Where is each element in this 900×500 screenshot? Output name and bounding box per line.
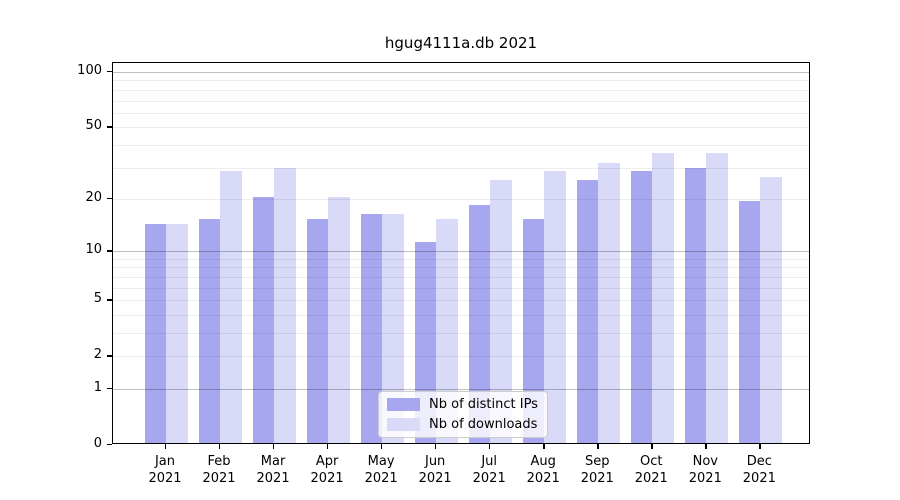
gridline-20 (113, 198, 809, 200)
legend-row-downloads: Nb of downloads (387, 417, 539, 432)
chart-title: hgug4111a.db 2021 (384, 34, 538, 52)
bar-ips-may (360, 214, 383, 443)
y-tick-mark-20 (107, 197, 112, 200)
bar-downloads-feb (220, 170, 242, 443)
x-tick-label-jun: Jun 2021 (418, 454, 452, 486)
bar-ips-apr (306, 218, 329, 443)
gridline-50 (113, 127, 809, 129)
bar-downloads-oct (652, 153, 674, 443)
gridline-10 (113, 251, 809, 253)
bar-downloads-aug (544, 170, 566, 443)
y-tick-label-100: 100 (77, 63, 102, 79)
x-tick-mark-jun (435, 444, 437, 449)
x-tick-mark-apr (327, 444, 329, 449)
gridline-6 (113, 287, 809, 289)
x-tick-label-feb: Feb 2021 (202, 454, 236, 486)
bar-downloads-jul (490, 179, 512, 443)
bar-downloads-jun (436, 218, 458, 443)
x-tick-mark-sep (597, 444, 599, 449)
x-tick-label-dec: Dec 2021 (742, 454, 776, 486)
gridline-100 (113, 72, 809, 74)
y-tick-label-5: 5 (93, 291, 102, 307)
y-tick-mark-5 (107, 299, 112, 301)
gridline-8 (113, 267, 809, 269)
bar-ips-oct (630, 170, 653, 443)
bar-downloads-sep (598, 162, 620, 443)
x-tick-mark-jan (165, 444, 167, 449)
x-tick-label-jul: Jul 2021 (472, 454, 506, 486)
bar-ips-mar (252, 197, 275, 443)
bar-ips-aug (522, 218, 545, 443)
bar-downloads-dec (760, 176, 782, 443)
gridline-60 (113, 112, 809, 114)
legend: Nb of distinct IPs Nb of downloads (378, 391, 548, 438)
gridline-30 (113, 167, 809, 169)
bar-ips-sep (576, 179, 599, 443)
x-tick-mark-nov (705, 444, 707, 449)
gridline-40 (113, 144, 809, 146)
bar-ips-jul (468, 205, 491, 443)
x-tick-label-sep: Sep 2021 (580, 454, 614, 486)
x-tick-label-apr: Apr 2021 (310, 454, 344, 486)
bar-downloads-may (382, 214, 404, 443)
y-tick-label-2: 2 (93, 347, 102, 363)
plot-area: Nb of distinct IPs Nb of downloads (112, 62, 810, 444)
x-tick-label-may: May 2021 (364, 454, 398, 486)
y-tick-mark-50 (107, 126, 112, 128)
legend-swatch-downloads (387, 418, 420, 431)
gridline-2 (113, 356, 809, 358)
x-tick-label-jan: Jan 2021 (148, 454, 182, 486)
x-tick-label-nov: Nov 2021 (688, 454, 722, 486)
x-tick-mark-feb (219, 444, 221, 449)
legend-swatch-distinct-ips (387, 398, 420, 411)
x-tick-mark-jul (489, 444, 491, 449)
y-tick-mark-100 (107, 71, 112, 73)
y-tick-label-50: 50 (85, 118, 102, 134)
x-tick-mark-oct (651, 444, 653, 449)
y-tick-mark-0 (107, 444, 112, 446)
y-tick-mark-2 (107, 355, 112, 357)
x-tick-label-oct: Oct 2021 (634, 454, 668, 486)
x-tick-mark-aug (543, 444, 545, 449)
bar-downloads-mar (274, 168, 296, 443)
y-tick-label-10: 10 (85, 242, 102, 258)
gridline-9 (113, 258, 809, 260)
bar-ips-nov (684, 168, 707, 443)
bar-downloads-apr (328, 197, 350, 443)
legend-label-distinct-ips: Nb of distinct IPs (429, 397, 538, 412)
bar-downloads-jan (166, 224, 188, 443)
gridline-3 (113, 332, 809, 334)
y-tick-mark-10 (107, 250, 112, 252)
gridline-5 (113, 300, 809, 302)
y-tick-label-0: 0 (93, 436, 102, 451)
x-tick-label-aug: Aug 2021 (526, 454, 560, 486)
gridline-4 (113, 314, 809, 316)
gridline-90 (113, 80, 809, 82)
x-tick-mark-may (381, 444, 383, 449)
gridline-70 (113, 100, 809, 102)
x-tick-mark-mar (273, 444, 275, 449)
x-tick-label-mar: Mar 2021 (256, 454, 290, 486)
bar-ips-dec (738, 200, 761, 443)
legend-row-distinct-ips: Nb of distinct IPs (387, 397, 539, 412)
y-tick-mark-1 (107, 387, 112, 390)
gridline-80 (113, 89, 809, 91)
bar-ips-jan (144, 224, 166, 443)
bar-downloads-nov (706, 153, 728, 443)
y-tick-label-20: 20 (85, 189, 102, 205)
bar-ips-feb (198, 218, 221, 443)
gridline-1 (113, 388, 809, 390)
legend-label-downloads: Nb of downloads (429, 417, 538, 432)
y-tick-label-1: 1 (93, 379, 102, 395)
gridline-7 (113, 276, 809, 278)
x-tick-mark-dec (759, 444, 761, 449)
